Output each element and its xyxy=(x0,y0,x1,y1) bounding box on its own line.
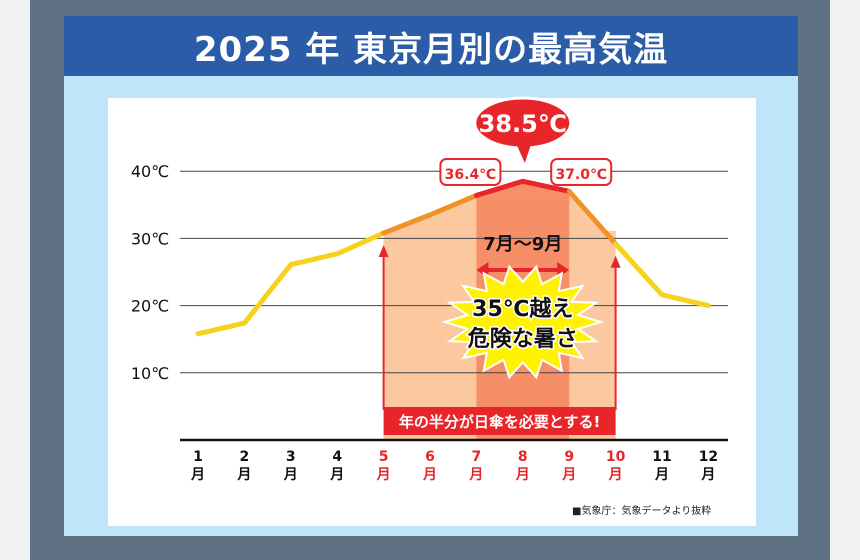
x-tick-unit-11: 月 xyxy=(654,467,669,483)
y-tick-label-30: 30℃ xyxy=(131,229,169,248)
x-tick-number-9: 9 xyxy=(564,449,574,465)
series-line-jan-may xyxy=(195,230,387,337)
peak-period-band-top xyxy=(476,181,570,196)
boundary-arrow-head-5 xyxy=(378,245,389,258)
x-tick-unit-10: 月 xyxy=(608,467,623,483)
series-line-sep-oct xyxy=(566,188,619,247)
x-tick-number-10: 10 xyxy=(606,449,626,465)
series-line-jul-sep xyxy=(473,178,572,198)
series-line-oct-dec xyxy=(613,241,711,309)
x-tick-number-7: 7 xyxy=(472,449,482,465)
y-tick-label-20: 20℃ xyxy=(131,297,169,316)
callout-jul-text: 36.4℃ xyxy=(445,167,497,183)
x-tick-unit-1: 月 xyxy=(190,467,205,483)
x-tick-unit-7: 月 xyxy=(468,467,483,483)
callout-sep-text: 37.0℃ xyxy=(555,167,607,183)
burst-text-line2: 危険な暑さ xyxy=(468,326,578,352)
peak-bubble-text: 38.5℃ xyxy=(479,110,567,138)
x-tick-unit-5: 月 xyxy=(376,467,391,483)
x-tick-number-5: 5 xyxy=(379,449,389,465)
callout-sep-box xyxy=(550,158,613,186)
banner-box xyxy=(383,407,616,435)
x-tick-unit-9: 月 xyxy=(561,467,576,483)
range-label: 7月～9月 xyxy=(483,234,562,255)
x-tick-number-1: 1 xyxy=(193,449,203,465)
title-bar: 2025 年 東京月別の最高気温 xyxy=(64,16,798,76)
page-title: 2025 年 東京月別の最高気温 xyxy=(193,29,669,70)
x-tick-unit-4: 月 xyxy=(329,467,344,483)
x-tick-number-8: 8 xyxy=(518,449,528,465)
x-tick-unit-2: 月 xyxy=(236,467,251,483)
x-tick-number-4: 4 xyxy=(332,449,342,465)
boundary-arrow-head-10 xyxy=(610,255,621,268)
x-tick-number-6: 6 xyxy=(425,449,435,465)
series-line-may-jul xyxy=(381,192,479,236)
heat-starburst xyxy=(441,264,605,380)
x-tick-number-12: 12 xyxy=(699,449,718,465)
x-tick-unit-8: 月 xyxy=(515,467,530,483)
x-tick-unit-3: 月 xyxy=(283,467,298,483)
source-note: ■気象庁：気象データより抜粋 xyxy=(572,506,712,517)
peak-bubble-tail xyxy=(516,145,531,163)
x-tick-number-11: 11 xyxy=(652,449,671,465)
burst-text-line1: 35℃越え xyxy=(472,297,573,322)
callout-jul-box xyxy=(439,158,502,186)
x-tick-unit-6: 月 xyxy=(422,467,437,483)
x-tick-number-3: 3 xyxy=(286,449,296,465)
y-tick-label-10: 10℃ xyxy=(131,364,169,383)
x-tick-unit-12: 月 xyxy=(700,467,715,483)
y-tick-label-40: 40℃ xyxy=(131,162,169,181)
banner-text: 年の半分が日傘を必要とする! xyxy=(399,413,600,431)
x-tick-number-2: 2 xyxy=(240,449,250,465)
